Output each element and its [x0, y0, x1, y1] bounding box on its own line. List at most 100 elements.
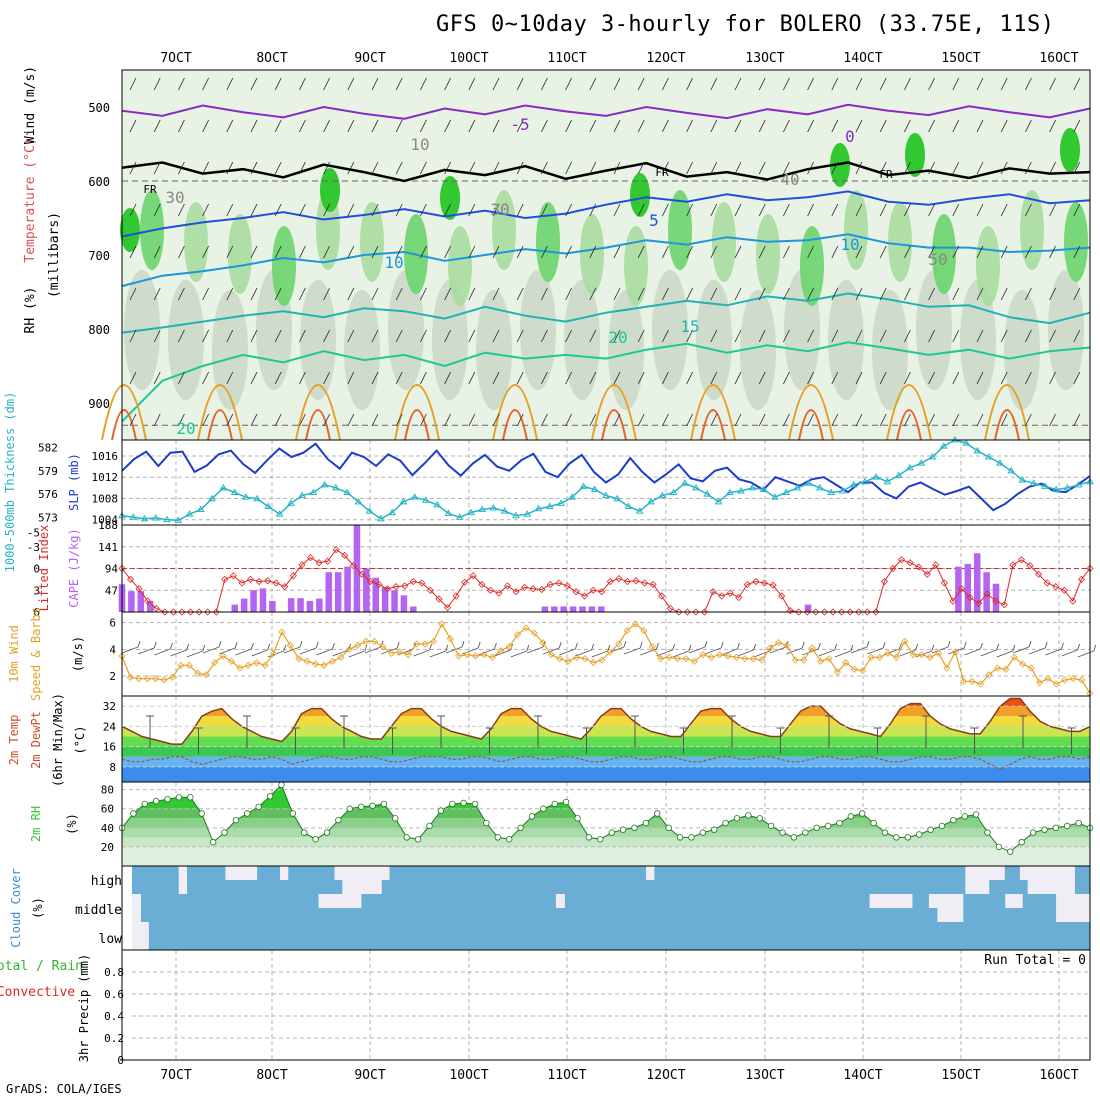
rh-marker: [460, 799, 467, 807]
wind-speed-marker: [362, 637, 370, 645]
upper-wind-barb: [565, 161, 572, 175]
upper-wind-barb: [758, 413, 766, 427]
cape-bar: [598, 606, 605, 612]
wind-speed-marker: [690, 657, 698, 665]
warm-isotherm-arc: [295, 384, 341, 441]
thickness-line: [121, 439, 1091, 522]
temp-band: [122, 766, 1090, 782]
upper-wind-barb: [710, 161, 718, 175]
upper-wind-barb: [662, 287, 669, 301]
surface-wind-barb-feather: [331, 642, 335, 650]
lifted-index-marker: [623, 577, 631, 586]
wind-speed-marker: [261, 661, 269, 669]
upper-wind-barb: [274, 77, 282, 91]
wind-speed-marker: [480, 651, 488, 659]
cloud-high-cell: [357, 866, 367, 894]
rh-shading-blob: [168, 280, 204, 400]
upper-wind-barb: [250, 77, 258, 91]
temp-band: [122, 726, 1090, 737]
upper-wind-barb: [734, 371, 742, 385]
wind-speed-marker: [572, 653, 581, 661]
credit-label: GrADS: COLA/IGES: [6, 1082, 122, 1096]
surface-wind-barb-feather: [623, 640, 627, 648]
upper-wind-barb: [347, 245, 355, 259]
lifted-index-marker: [169, 608, 177, 616]
upper-wind-barb: [565, 329, 572, 343]
surface-wind-barb-feather: [785, 640, 789, 648]
upper-wind-barb: [734, 329, 742, 343]
lifted-index-marker: [264, 577, 272, 585]
upper-wind-barb: [1000, 77, 1008, 91]
upper-wind-barb: [1049, 161, 1056, 175]
upper-wind-barb: [976, 203, 984, 217]
wind-speed-marker: [530, 629, 539, 637]
surface-wind-barb-feather: [364, 644, 368, 652]
thickness-marker: [725, 488, 734, 496]
upper-wind-barb: [420, 161, 427, 175]
temp-axis-label-1: 2m Temp: [7, 715, 21, 766]
rh-marker: [642, 819, 650, 827]
upper-wind-barb: [613, 245, 621, 259]
wind-speed-marker: [429, 637, 438, 645]
wind-speed-marker: [168, 673, 177, 681]
upper-wind-barb: [1000, 203, 1008, 217]
surface-wind-barb: [170, 649, 187, 657]
upper-wind-barb: [589, 77, 597, 91]
upper-wind-barb: [710, 119, 718, 133]
upper-wind-barb: [516, 161, 524, 175]
upper-wind-barb: [299, 413, 306, 427]
upper-wind-barb: [444, 371, 451, 385]
contour-label: 40: [780, 170, 799, 189]
rh-marker: [824, 822, 832, 830]
rh-marker: [152, 797, 160, 805]
surface-wind-barb: [413, 649, 430, 657]
upper-wind-barb: [686, 161, 693, 175]
lifted-index-marker: [666, 604, 674, 612]
wind-speed-marker: [926, 653, 934, 661]
rh-marker: [654, 810, 661, 817]
thickness-marker: [906, 463, 914, 471]
upper-wind-barb: [928, 413, 935, 427]
date-label-bottom: 7OCT: [160, 1068, 191, 1083]
surface-wind-barb: [818, 649, 835, 657]
cape-bar: [306, 600, 314, 612]
cape-bar: [541, 606, 549, 612]
contour-label: 30: [490, 200, 509, 219]
upper-wind-barb: [904, 119, 911, 133]
wind-speed-marker: [993, 664, 1001, 672]
upper-wind-barb: [1049, 371, 1056, 385]
upper-wind-barb: [855, 161, 863, 175]
upper-wind-barb: [686, 77, 693, 91]
wind-speed-marker: [707, 653, 715, 661]
rh-marker: [859, 810, 866, 817]
wind-speed-marker: [699, 651, 707, 659]
slp-axis-label: SLP (mb): [67, 453, 81, 511]
wind-speed-marker: [901, 637, 909, 645]
contour-label: FR: [655, 166, 669, 179]
rh-shading-blob: [740, 290, 776, 410]
upper-wind-barb: [928, 77, 935, 91]
date-label-top: 16OCT: [1039, 51, 1078, 66]
upper-wind-barb: [250, 119, 258, 133]
lifted-index-marker: [872, 608, 880, 616]
wind-speed-marker: [505, 643, 513, 651]
upper-wind-barb: [226, 287, 234, 301]
lifted-index-marker: [1077, 575, 1085, 583]
thickness-marker: [208, 494, 216, 502]
hot-isotherm-arc: [111, 409, 137, 441]
pressure-tick-label: 900: [88, 397, 110, 411]
lifted-index-marker: [949, 597, 957, 605]
surface-wind-barb: [980, 649, 997, 657]
surface-wind-barb-feather: [1028, 640, 1032, 648]
contour-label: 5: [649, 211, 659, 230]
rh-shading-blob: [476, 290, 512, 410]
upper-wind-barb: [589, 245, 597, 259]
lifted-index-marker: [1060, 586, 1068, 594]
surface-wind-barb: [591, 650, 608, 658]
lifted-index-marker: [983, 590, 991, 598]
precip-unit-label: 3hr Precip (mm): [77, 954, 91, 1062]
wind-speed-marker: [581, 655, 589, 663]
pressure-tick-label: 800: [88, 323, 110, 337]
rh-shading-blob: [624, 226, 648, 306]
